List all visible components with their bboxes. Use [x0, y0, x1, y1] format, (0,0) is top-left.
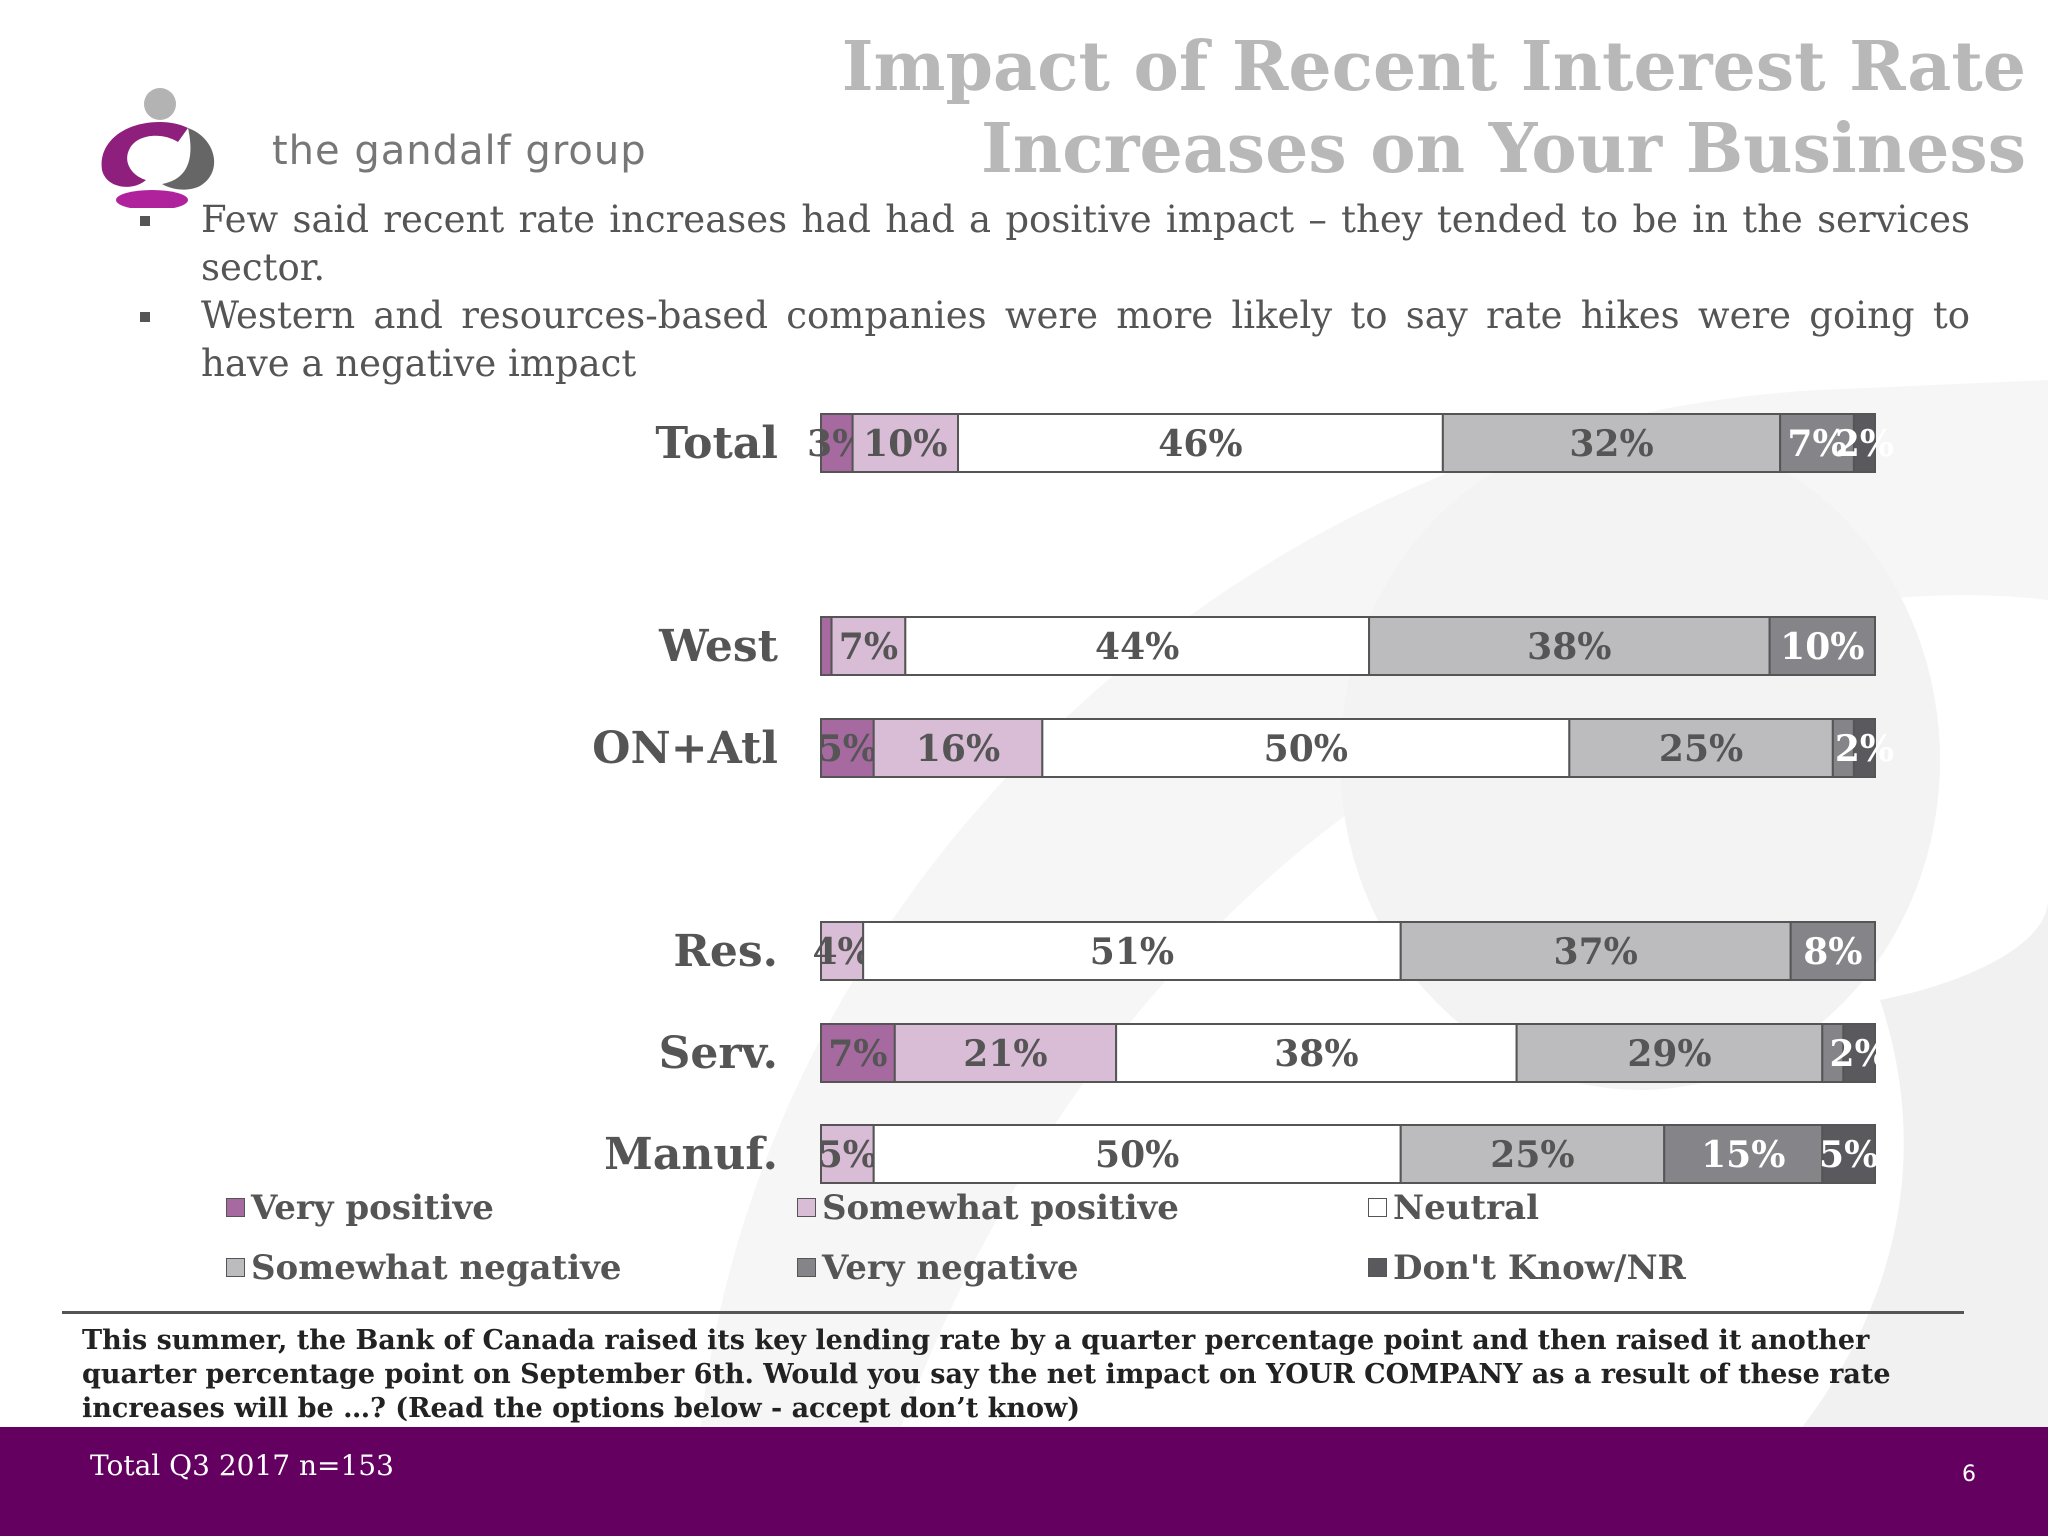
sample-note: Total Q3 2017 n=153	[90, 1449, 394, 1482]
category-label: West	[658, 621, 779, 672]
legend-swatch	[226, 1198, 245, 1217]
bar-segment	[1842, 1023, 1877, 1083]
data-label: 5%	[818, 728, 877, 770]
data-label: 29%	[1627, 1033, 1711, 1075]
bullet-text: Western and resources-based companies we…	[201, 294, 1970, 385]
legend-swatch	[797, 1258, 816, 1277]
bar-segment	[1368, 616, 1771, 676]
category-label: Total	[655, 418, 778, 469]
bullet-square-icon	[140, 312, 150, 322]
bar-segment	[830, 616, 907, 676]
bar-segment	[1779, 413, 1855, 473]
bar-segment	[1115, 1023, 1518, 1083]
bullet-item: Few said recent rate increases had had a…	[140, 196, 1970, 292]
data-label: 15%	[1701, 1134, 1785, 1176]
bar-segment	[893, 1023, 1118, 1083]
bar-segment	[1768, 616, 1876, 676]
stacked-bar-chart: Total 3%10% 46% 32% 7%2%West 7% 44% 38% 10%ON+At…	[592, 413, 1894, 1184]
bar-segment	[872, 1124, 1402, 1184]
data-label: 4%	[812, 931, 871, 973]
data-label: 44%	[1095, 626, 1179, 668]
bar-segment	[820, 921, 865, 981]
page-title-line-2: Increases on Your Business	[980, 109, 2026, 189]
legend-label: Neutral	[1393, 1188, 1539, 1228]
bar-segment	[957, 413, 1444, 473]
legend-item: Very negative	[797, 1248, 1079, 1288]
category-label: Serv.	[659, 1028, 778, 1079]
legend-swatch	[226, 1258, 245, 1277]
data-label: 7%	[1787, 423, 1846, 465]
data-label: 46%	[1158, 423, 1242, 465]
survey-question: This summer, the Bank of Canada raised i…	[82, 1325, 1891, 1424]
page-title-line-1: Impact of Recent Interest Rate	[841, 27, 2026, 107]
bullet-text: Few said recent rate increases had had a…	[201, 198, 1970, 289]
legend-item: Very positive	[226, 1188, 494, 1228]
data-label: 38%	[1527, 626, 1611, 668]
data-label: 16%	[916, 728, 1000, 770]
data-label: 32%	[1569, 423, 1653, 465]
legend-swatch	[797, 1198, 816, 1217]
footer-bar: Total Q3 2017 n=153 6	[0, 1427, 2048, 1536]
bar-segment	[1789, 921, 1877, 981]
data-label: 50%	[1095, 1134, 1179, 1176]
data-label: 8%	[1803, 931, 1862, 973]
legend-item: Neutral	[1368, 1188, 1539, 1228]
data-label: 38%	[1274, 1033, 1358, 1075]
bar-segment	[820, 718, 875, 778]
data-label: 2%	[1835, 423, 1894, 465]
legend-swatch	[1368, 1198, 1387, 1217]
legend-label: Very positive	[251, 1188, 494, 1228]
bullet-list: Few said recent rate increases had had a…	[140, 196, 1970, 388]
bar-segment	[820, 1124, 875, 1184]
legend-label: Somewhat negative	[251, 1248, 622, 1288]
legend-label: Very negative	[822, 1248, 1079, 1288]
data-label: 7%	[828, 1033, 887, 1075]
data-label: 2%	[1835, 728, 1894, 770]
data-label: 7%	[839, 626, 898, 668]
bar-segment	[820, 413, 854, 473]
legend-label: Don't Know/NR	[1393, 1248, 1686, 1288]
data-label: 5%	[818, 1134, 877, 1176]
bar-segment	[1852, 718, 1877, 778]
legend-swatch	[1368, 1258, 1387, 1277]
data-label: 5%	[1819, 1134, 1878, 1176]
bar-segment	[1821, 1124, 1877, 1184]
data-label: 50%	[1264, 728, 1348, 770]
logo-wordmark: the gandalf group	[272, 128, 647, 174]
bar-segment	[1441, 413, 1782, 473]
data-label: 21%	[963, 1033, 1047, 1075]
bar-segment	[851, 413, 960, 473]
bar-segment	[820, 1023, 896, 1083]
data-label: 37%	[1554, 931, 1638, 973]
category-label: Manuf.	[604, 1129, 778, 1180]
data-label: 10%	[863, 423, 947, 465]
bar-segment	[872, 718, 1044, 778]
bullet-square-icon	[140, 216, 150, 226]
gandalf-logo	[101, 88, 215, 208]
data-label: 25%	[1490, 1134, 1574, 1176]
category-label: ON+Atl	[592, 723, 778, 774]
data-label: 51%	[1090, 931, 1174, 973]
bar-segment	[862, 921, 1402, 981]
bar-segment	[1852, 413, 1877, 473]
bar-segment	[820, 616, 833, 676]
page-number: 6	[1962, 1462, 1976, 1487]
page-title: Impact of Recent Interest Rate Increases…	[826, 26, 2026, 190]
legend-item: Don't Know/NR	[1368, 1248, 1686, 1288]
category-label: Res.	[673, 926, 778, 977]
bar-segment	[1399, 1124, 1666, 1184]
bullet-item: Western and resources-based companies we…	[140, 292, 1970, 388]
data-label: 25%	[1659, 728, 1743, 770]
legend-item: Somewhat positive	[797, 1188, 1179, 1228]
bar-segment	[1399, 921, 1792, 981]
divider-line	[62, 1311, 1964, 1314]
data-label: 10%	[1780, 626, 1864, 668]
bar-segment	[1041, 718, 1571, 778]
data-label: 2%	[1830, 1033, 1889, 1075]
legend-item: Somewhat negative	[226, 1248, 622, 1288]
legend-label: Somewhat positive	[822, 1188, 1179, 1228]
